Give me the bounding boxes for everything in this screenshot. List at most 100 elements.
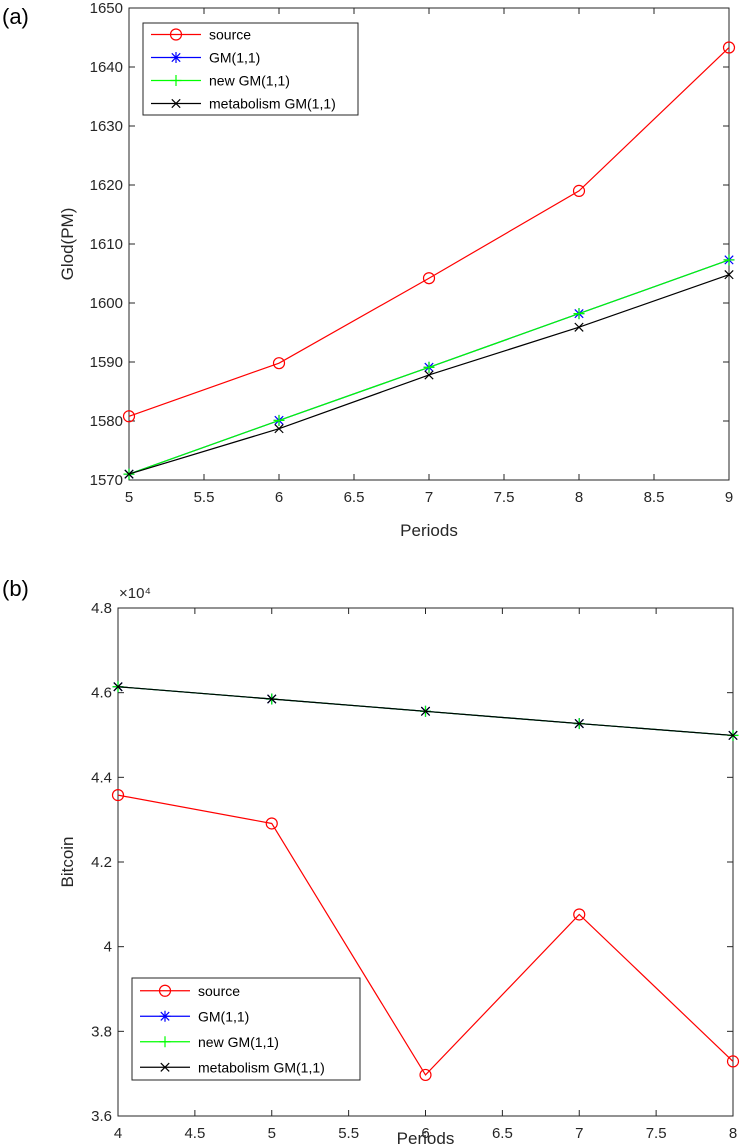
x-tick-label: 8	[575, 489, 583, 506]
y-tick-label: 3.6	[91, 1108, 112, 1125]
series-source	[111, 789, 740, 1082]
data-point	[423, 361, 435, 373]
legend: source GM(1,1) new GM(1,1) metabolism GM(1,…	[142, 22, 359, 116]
data-point	[572, 184, 586, 197]
data-point	[728, 730, 738, 741]
y-axis-label: Glod(PM)	[58, 208, 77, 281]
data-point	[424, 370, 434, 380]
legend-marker	[169, 28, 183, 41]
marker-stroke	[171, 52, 181, 63]
legend-marker	[159, 1010, 171, 1022]
x-tick-label: 8	[729, 1125, 737, 1142]
marker-stroke	[728, 730, 738, 741]
x-tick-label: 7.5	[494, 489, 515, 506]
y-tick-label: 4.2	[91, 854, 112, 871]
x-tick-label: 8.5	[644, 489, 665, 506]
marker-stroke	[171, 98, 181, 109]
y-tick-label: 1570	[90, 472, 123, 489]
legend-entry: GM(1,1)	[140, 1008, 249, 1024]
x-tick-label: 5.5	[194, 489, 215, 506]
y-tick-label: 1580	[90, 413, 123, 430]
legend-label: GM(1,1)	[198, 1008, 249, 1024]
marker-stroke	[274, 424, 284, 434]
series-line	[128, 47, 730, 417]
data-point	[273, 414, 285, 426]
y-axis-label: Bitcoin	[58, 836, 77, 887]
legend-entry: metabolism GM(1,1)	[151, 96, 336, 112]
legend-entry: new GM(1,1)	[151, 73, 290, 89]
data-point	[272, 357, 286, 370]
data-point	[267, 694, 277, 704]
x-axis-label: Periods	[400, 521, 458, 540]
x-tick-label: 6	[275, 489, 283, 506]
x-tick-label: 4	[114, 1125, 122, 1142]
data-point	[113, 682, 123, 692]
marker-stroke	[160, 1011, 170, 1021]
marker-stroke	[574, 322, 584, 332]
legend-marker	[158, 984, 172, 997]
data-point	[726, 1055, 740, 1068]
marker-stroke	[424, 370, 434, 380]
series-metabolism-gm-1-1-	[113, 682, 738, 741]
data-point	[422, 272, 436, 285]
marker-stroke	[160, 1062, 170, 1072]
x-tick-label: 6	[421, 1125, 429, 1142]
data-point	[574, 718, 584, 729]
panel-label: (b)	[2, 576, 29, 601]
data-point	[274, 424, 284, 434]
marker-stroke	[574, 718, 584, 729]
x-tick-label: 9	[725, 489, 733, 506]
data-point	[420, 706, 431, 716]
legend: source GM(1,1) new GM(1,1) metabolism GM(1,…	[131, 977, 361, 1081]
legend-label: metabolism GM(1,1)	[198, 1059, 325, 1075]
legend-marker	[159, 1036, 171, 1048]
legend-marker	[170, 75, 182, 86]
x-tick-label: 7	[575, 1125, 583, 1142]
legend-box	[142, 22, 359, 116]
y-tick-label: 3.8	[91, 1023, 112, 1040]
legend-box	[131, 977, 361, 1081]
chart-panel-a: (a) 5 5.5 6 6.5 7 7.5 8 8.5 9 1570 1580 1590 1600 1610…	[2, 0, 736, 540]
legend-entry: metabolism GM(1,1)	[140, 1059, 325, 1075]
data-point	[265, 817, 278, 830]
y-tick-label: 1600	[90, 295, 123, 312]
x-tick-label: 5.5	[338, 1125, 359, 1142]
x-tick-label: 5	[125, 489, 133, 506]
data-point	[124, 469, 134, 479]
data-point	[122, 410, 136, 423]
chart-panel-b: (b) 4 4.5 5 5.5 6 6.5 7 7.5 8 3.6 3.8 4 4.2 4.4 4.6 4.8 ×…	[2, 576, 740, 1148]
data-point	[573, 908, 586, 921]
data-point	[573, 308, 585, 320]
panel-label: (a)	[2, 4, 29, 29]
y-tick-label: 1640	[90, 59, 123, 76]
y-tick-label: 1630	[90, 118, 123, 135]
legend-label: GM(1,1)	[209, 50, 260, 66]
data-point	[419, 1068, 432, 1082]
x-tick-label: 4.5	[184, 1125, 205, 1142]
y-tick-label: 1620	[90, 177, 123, 194]
x-axis-label: Periods	[397, 1129, 455, 1148]
marker-stroke	[267, 694, 277, 704]
legend-label: source	[198, 983, 240, 999]
marker-stroke	[124, 469, 134, 479]
legend-label: new GM(1,1)	[198, 1034, 279, 1050]
y-tick-label: 1610	[90, 236, 123, 253]
x-tick-label: 7	[425, 489, 433, 506]
x-tick-label: 7.5	[646, 1125, 667, 1142]
marker-stroke	[113, 682, 123, 692]
x-tick-label: 5	[268, 1125, 276, 1142]
x-tick-label: 6.5	[344, 489, 365, 506]
y-axis-multiplier: ×10⁴	[119, 585, 151, 602]
legend-marker	[160, 1062, 170, 1072]
legend-entry: new GM(1,1)	[140, 1034, 279, 1050]
marker-stroke	[724, 270, 734, 280]
series-metabolism-gm-1-1-	[124, 270, 734, 479]
legend-label: new GM(1,1)	[209, 73, 290, 89]
series-new-gm-1-1-	[123, 254, 735, 480]
y-tick-label: 4.4	[91, 769, 112, 786]
legend-marker	[170, 52, 182, 63]
y-tick-label: 1590	[90, 354, 123, 371]
data-point	[723, 254, 735, 266]
data-point	[722, 41, 736, 54]
